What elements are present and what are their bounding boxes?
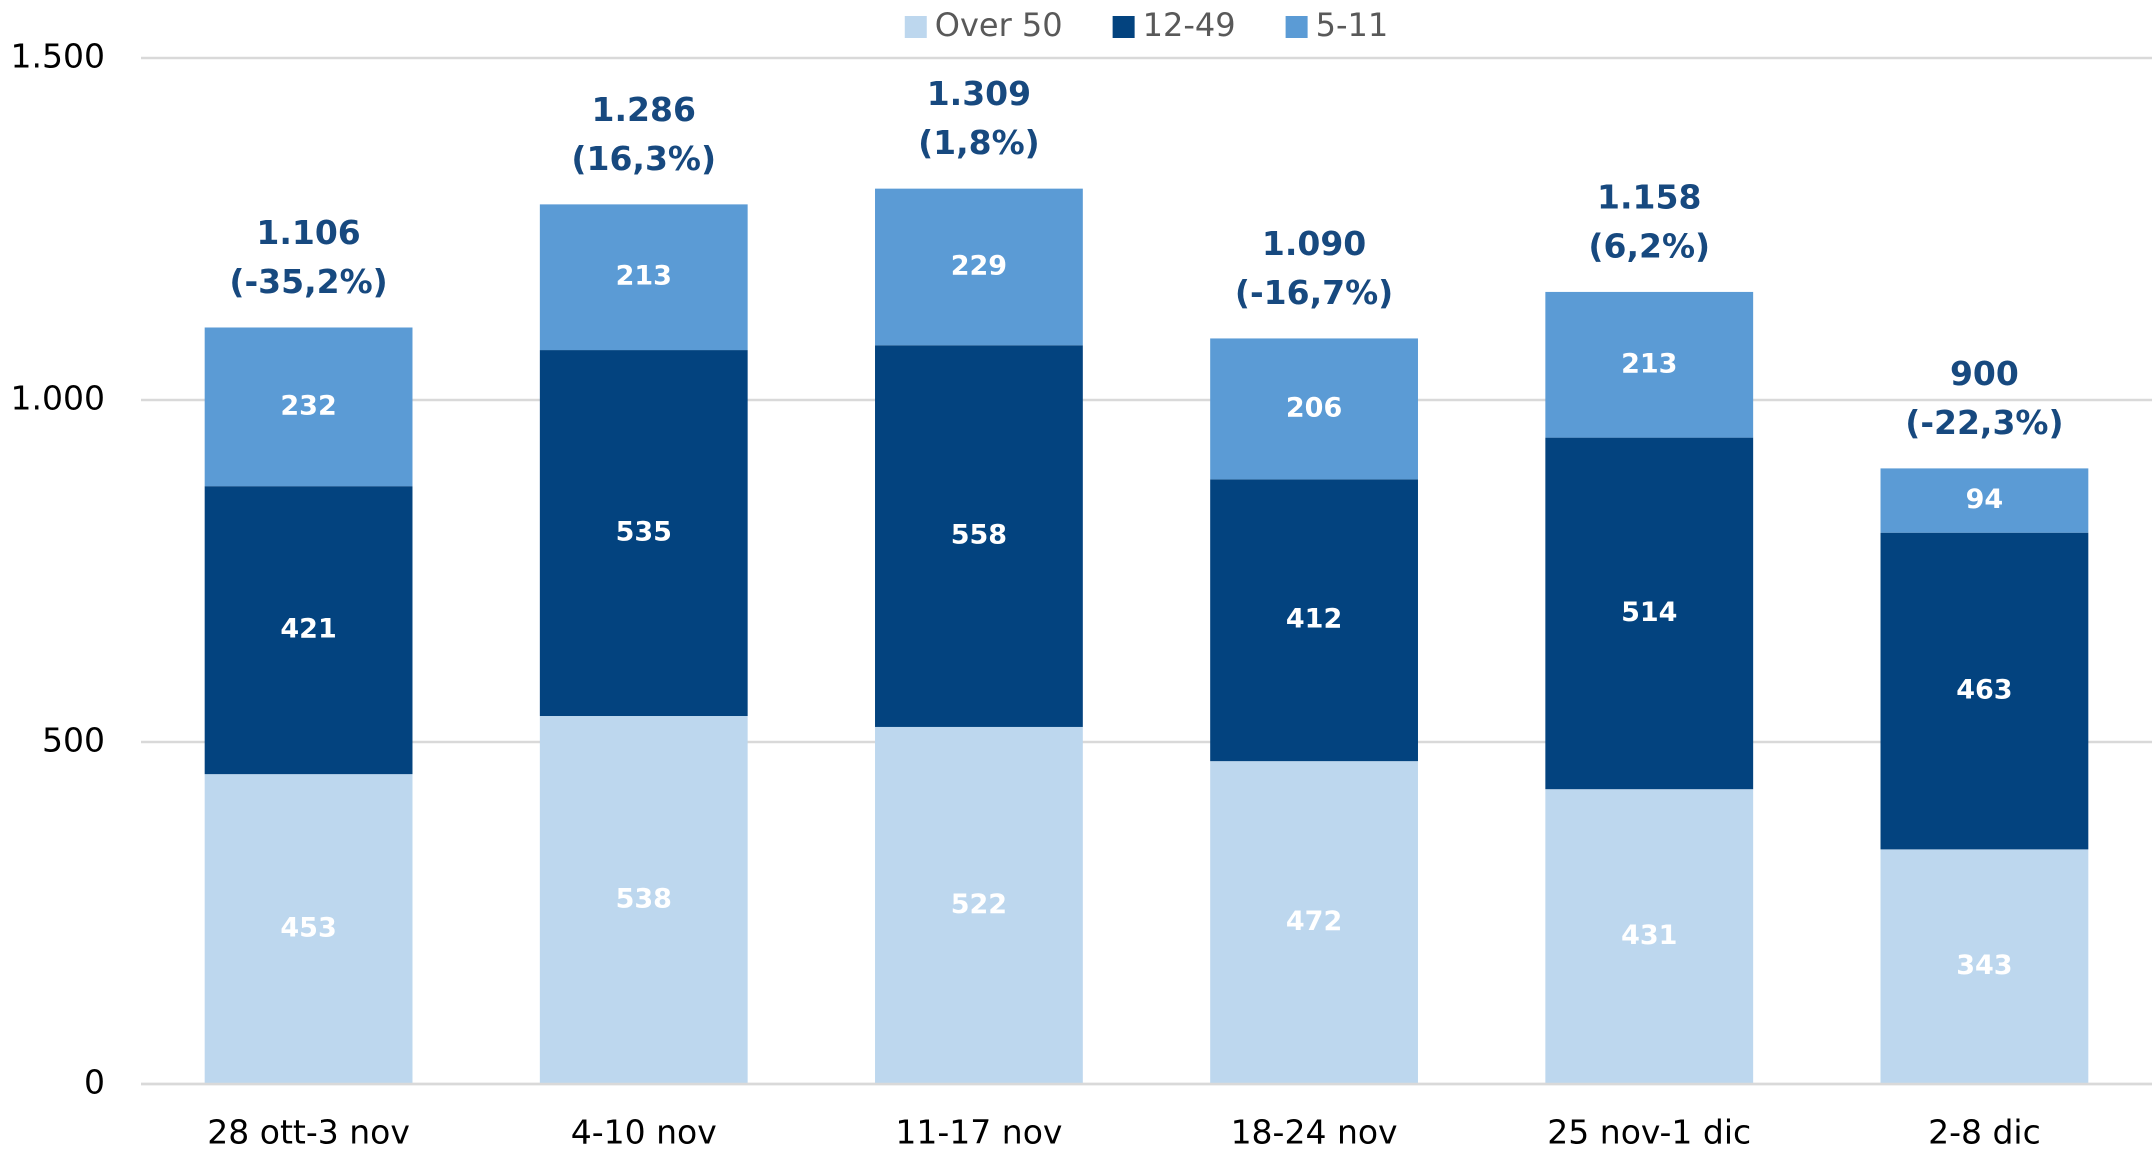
bar-segment — [539, 716, 748, 1084]
change-label: (-22,3%) — [1905, 403, 2063, 442]
bar-segment — [1210, 761, 1418, 1084]
y-tick-label: 1.500 — [11, 37, 105, 76]
x-tick-label: 2-8 dic — [1928, 1113, 2041, 1152]
bar-segment — [1545, 437, 1754, 790]
total-label: 1.309 — [927, 74, 1031, 113]
data-label: 213 — [616, 261, 672, 292]
x-tick-label: 28 ott-3 nov — [207, 1113, 410, 1152]
x-tick-label: 11-17 nov — [895, 1113, 1062, 1152]
bar-segment — [204, 486, 413, 775]
change-label: (-16,7%) — [1235, 273, 1393, 312]
data-label: 514 — [1621, 597, 1677, 628]
total-label: 900 — [1950, 354, 2019, 393]
data-label: 453 — [280, 913, 336, 944]
data-label: 463 — [1956, 675, 2012, 706]
bar-segment — [539, 350, 748, 717]
total-label: 1.158 — [1597, 177, 1701, 216]
data-label: 213 — [1621, 348, 1677, 379]
y-tick-label: 1.000 — [11, 379, 105, 418]
bar-segment — [1880, 468, 2089, 533]
bar-segment — [875, 345, 1083, 727]
data-label: 558 — [951, 520, 1007, 551]
data-label: 412 — [1286, 604, 1342, 635]
data-label: 232 — [280, 390, 336, 421]
change-label: (6,2%) — [1588, 226, 1710, 265]
y-tick-label: 500 — [42, 721, 105, 760]
bar-segment — [1880, 532, 2089, 850]
change-label: (-35,2%) — [229, 262, 387, 301]
total-label: 1.090 — [1262, 224, 1366, 263]
legend-swatch — [904, 16, 927, 38]
bar-segment — [539, 204, 748, 351]
data-label: 229 — [951, 250, 1007, 281]
bar-segment — [204, 327, 413, 487]
x-tick-label: 18-24 nov — [1231, 1113, 1398, 1152]
data-label: 472 — [1286, 906, 1342, 937]
data-label: 421 — [280, 614, 336, 645]
bar-segment — [1210, 338, 1418, 480]
x-tick-label: 4-10 nov — [571, 1113, 717, 1152]
legend-swatch — [1112, 16, 1135, 38]
legend-swatch — [1285, 16, 1308, 38]
y-tick-label: 0 — [84, 1063, 105, 1102]
data-label: 431 — [1621, 920, 1677, 951]
data-label: 538 — [616, 884, 672, 915]
legend-label: 5-11 — [1316, 6, 1389, 44]
total-label: 1.106 — [256, 213, 360, 252]
x-tick-label: 25 nov-1 dic — [1547, 1113, 1751, 1152]
bar-segment — [875, 188, 1083, 346]
data-label: 535 — [616, 517, 672, 548]
data-label: 206 — [1286, 392, 1342, 423]
data-label: 522 — [951, 889, 1007, 920]
change-label: (16,3%) — [571, 139, 716, 178]
change-label: (1,8%) — [918, 123, 1040, 162]
data-label: 343 — [1956, 950, 2012, 981]
data-label: 94 — [1966, 484, 2004, 515]
legend-label: 12-49 — [1143, 6, 1236, 44]
bar-segment — [1545, 291, 1754, 438]
bar-segment — [204, 774, 413, 1084]
legend-label: Over 50 — [935, 6, 1063, 44]
bar-segment — [1880, 849, 2089, 1084]
bar-segment — [1545, 789, 1754, 1084]
bar-segment — [875, 726, 1083, 1084]
total-label: 1.286 — [592, 90, 696, 129]
bar-segment — [1210, 479, 1418, 762]
